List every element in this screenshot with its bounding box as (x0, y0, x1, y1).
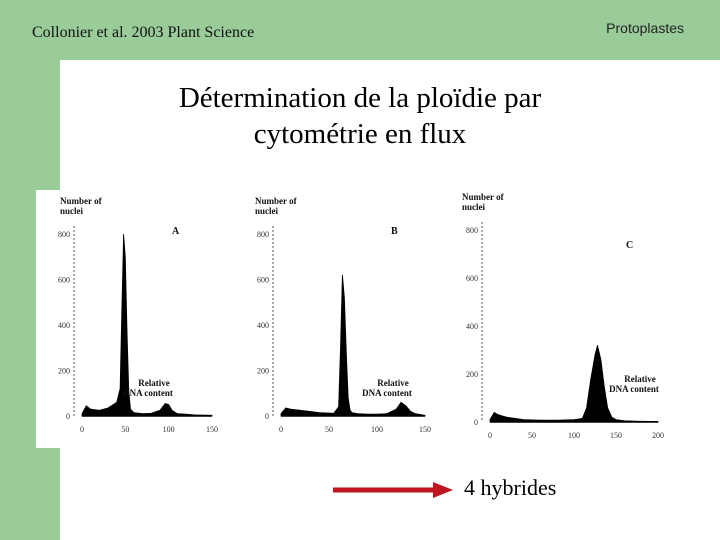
y-tick-label: 400 (58, 321, 70, 330)
histogram-panel-b: Number of nuclei B 0 200 400 600 800 0 50 100 150 Re… (235, 190, 440, 448)
histogram-series (81, 233, 213, 417)
histogram-a: Number of nuclei A 0 200 400 600 800 0 50 100 150 Re… (58, 196, 218, 434)
y-tick-label: 0 (66, 412, 70, 421)
x-axis-label-line2: DNA content (123, 388, 173, 398)
x-tick-label: 100 (163, 425, 175, 434)
y-axis-label-line1: Number of (462, 192, 505, 202)
histogram-series (489, 345, 659, 423)
x-axis-label-line1: Relative (377, 378, 409, 388)
y-axis-label-line2: nuclei (255, 206, 279, 216)
x-axis-label-line1: Relative (138, 378, 170, 388)
y-tick-label: 200 (466, 370, 478, 379)
y-axis-label-line1: Number of (255, 196, 298, 206)
x-tick-label: 150 (206, 425, 218, 434)
x-tick-label: 50 (121, 425, 129, 434)
x-tick-label: 50 (325, 425, 333, 434)
top-accent-bar (0, 0, 720, 60)
histogram-series (280, 274, 426, 417)
x-tick-label: 100 (371, 425, 383, 434)
y-axis-label-line1: Number of (60, 196, 103, 206)
panel-label: C (626, 240, 633, 251)
slide-title: Détermination de la ploïdie par cytométr… (110, 80, 610, 152)
y-axis-label: Number of nuclei (255, 196, 298, 216)
histogram-b: Number of nuclei B 0 200 400 600 800 0 50 100 150 Re… (255, 196, 431, 434)
y-tick-label: 0 (474, 418, 478, 427)
arrow-head (433, 482, 453, 498)
y-tick-label: 200 (58, 367, 70, 376)
histogram-panel-a: Number of nuclei A 0 200 400 600 800 0 50 100 150 Re… (36, 190, 226, 448)
x-tick-label: 200 (652, 431, 664, 440)
histogram-panel-c: Number of nuclei C 0 200 400 600 800 0 50 100 150 20… (448, 190, 700, 448)
x-axis-label: Relative DNA content (362, 378, 412, 398)
y-tick-label: 800 (466, 226, 478, 235)
x-tick-label: 0 (279, 425, 283, 434)
right-arrow-icon (333, 482, 453, 498)
hybrids-caption: 4 hybrides (464, 475, 557, 500)
y-tick-label: 800 (58, 230, 70, 239)
topic-label: Protoplastes (606, 20, 684, 36)
x-tick-label: 0 (488, 431, 492, 440)
y-tick-label: 600 (466, 274, 478, 283)
histogram-c: Number of nuclei C 0 200 400 600 800 0 50 100 150 20… (462, 192, 664, 440)
x-axis-label: Relative DNA content (123, 378, 173, 398)
y-tick-label: 0 (265, 412, 269, 421)
title-line-2: cytométrie en flux (253, 118, 467, 150)
x-axis-label-line2: DNA content (362, 388, 412, 398)
x-tick-label: 150 (610, 431, 622, 440)
x-tick-label: 150 (419, 425, 431, 434)
y-tick-label: 200 (257, 367, 269, 376)
citation-text: Collonier et al. 2003 Plant Science (32, 24, 255, 41)
x-axis-label-line2: DNA content (609, 384, 659, 394)
y-tick-label: 600 (257, 276, 269, 285)
panel-label: B (391, 226, 398, 237)
y-tick-label: 400 (466, 322, 478, 331)
y-axis-label-line2: nuclei (462, 202, 486, 212)
x-tick-label: 100 (568, 431, 580, 440)
title-line-1: Détermination de la ploïdie par (178, 82, 542, 114)
x-tick-label: 0 (80, 425, 84, 434)
y-axis-label: Number of nuclei (60, 196, 103, 216)
y-tick-label: 600 (58, 276, 70, 285)
x-axis-label-line1: Relative (624, 374, 656, 384)
y-axis-label: Number of nuclei (462, 192, 505, 212)
y-axis-label-line2: nuclei (60, 206, 84, 216)
x-tick-label: 50 (528, 431, 536, 440)
x-axis-label: Relative DNA content (609, 374, 659, 394)
y-tick-label: 400 (257, 321, 269, 330)
panel-label: A (172, 226, 180, 237)
y-tick-label: 800 (257, 230, 269, 239)
